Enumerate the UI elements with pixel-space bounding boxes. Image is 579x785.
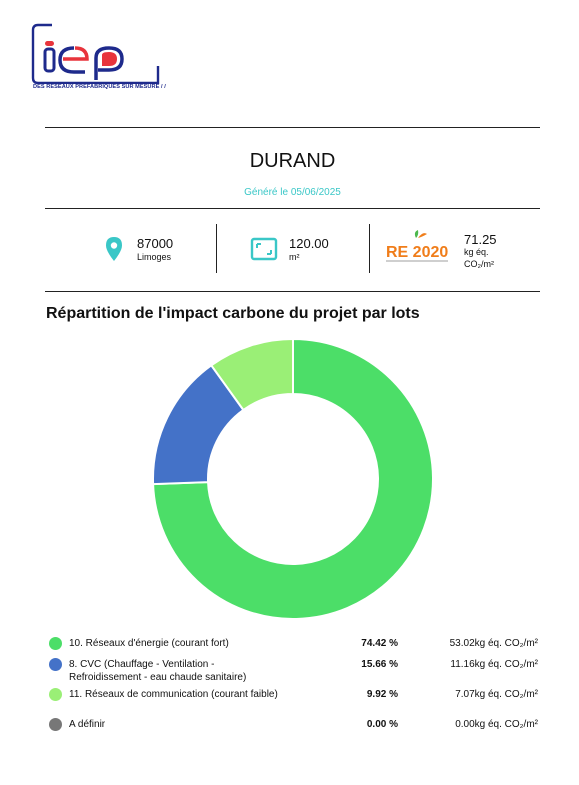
divider-top [45, 127, 540, 128]
project-title: DURAND [249, 150, 336, 172]
legend-percent: 74.42 % [361, 638, 398, 649]
divider-stats-bottom [45, 291, 540, 292]
legend-value: 11.16kg éq. CO₂/m² [450, 659, 538, 670]
re2020-badge-text: RE 2020 [386, 244, 448, 261]
city-label: Limoges [137, 252, 172, 262]
stat-separator-2 [369, 224, 370, 273]
legend-dot-communication [49, 688, 62, 701]
legend-dot-energy [49, 637, 62, 650]
iep-logo-icon [31, 23, 160, 84]
legend-label: 11. Réseaux de communication (courant fa… [69, 689, 278, 700]
legend-item-undefined: A définir 0.00 % 0.00kg éq. CO₂/m² [45, 717, 540, 738]
divider-stats-top [45, 208, 540, 209]
legend-dot-undefined [49, 718, 62, 731]
legend-percent: 15.66 % [361, 659, 398, 670]
logo-tagline: DES RÉSEAUX PRÉFABRIQUÉS SUR MESURE / / [33, 84, 166, 90]
legend-item-communication: 11. Réseaux de communication (courant fa… [45, 687, 540, 717]
donut-slice-0 [152, 337, 434, 620]
re2020-unit-line1: kg éq. [464, 247, 489, 257]
stat-separator-1 [216, 224, 217, 273]
postcode-value: 87000 [137, 236, 174, 251]
re2020-stat: RE 2020 71.25 kg éq. CO₂/m² [384, 226, 534, 272]
chart-legend: 10. Réseaux d'énergie (courant fort) 74.… [45, 636, 540, 738]
area-stat: 120.00 m² [248, 226, 363, 272]
legend-dot-cvc [49, 658, 62, 671]
legend-label: 10. Réseaux d'énergie (courant fort) [69, 638, 229, 649]
donut-chart [140, 333, 440, 630]
legend-value: 7.07kg éq. CO₂/m² [455, 689, 538, 700]
donut-chart-svg [152, 337, 434, 620]
location-stat: 87000 Limoges [100, 226, 210, 272]
surface-area-icon [250, 237, 278, 261]
legend-value: 0.00kg éq. CO₂/m² [455, 719, 538, 730]
legend-percent: 9.92 % [366, 689, 398, 700]
legend-label: 8. CVC (Chauffage - Ventilation - Refroi… [69, 659, 247, 683]
re2020-logo-icon: RE 2020 [386, 230, 448, 262]
legend-item-cvc: 8. CVC (Chauffage - Ventilation - Refroi… [45, 657, 540, 687]
legend-item-energy: 10. Réseaux d'énergie (courant fort) 74.… [45, 636, 540, 657]
location-pin-icon [106, 237, 122, 261]
re2020-unit-line2: CO₂/m² [464, 259, 494, 269]
area-unit: m² [289, 252, 300, 262]
company-logo: DES RÉSEAUX PRÉFABRIQUÉS SUR MESURE / / [30, 22, 166, 96]
legend-percent: 0.00 % [366, 719, 398, 730]
legend-label: A définir [69, 719, 106, 730]
legend-value: 53.02kg éq. CO₂/m² [449, 638, 538, 649]
section-title: Répartition de l'impact carbone du proje… [46, 305, 420, 322]
area-value: 120.00 [289, 236, 329, 251]
re2020-value: 71.25 [464, 232, 497, 247]
donut-slice-2 [209, 337, 294, 412]
generated-date: Généré le 05/06/2025 [244, 187, 341, 198]
